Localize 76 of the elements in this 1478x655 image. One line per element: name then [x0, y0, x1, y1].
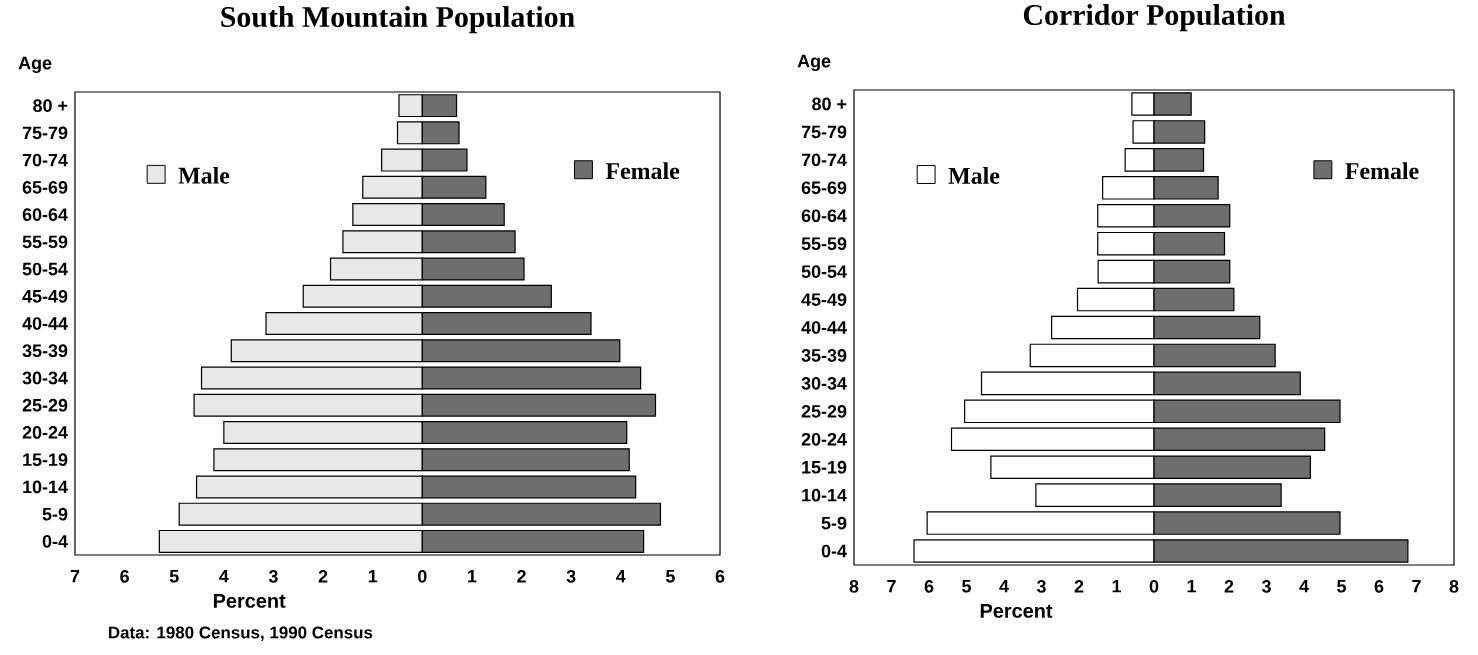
x-tick-label: 4	[616, 570, 626, 583]
y-tick-label: 80 +	[33, 99, 68, 112]
x-tick-label: 8	[849, 580, 859, 593]
x-tick-label: 2	[1074, 580, 1084, 593]
legend-label: Male	[178, 166, 230, 184]
y-tick-label: 50-54	[22, 262, 68, 276]
x-tick-label: 5	[962, 580, 971, 593]
y-tick-label: 70-74	[22, 153, 68, 167]
x-tick-label: 3	[1036, 580, 1046, 593]
text: Data: 1980 Census, 1990 Census	[108, 626, 373, 641]
y-tick-label: 65-69	[801, 181, 847, 195]
y-tick-label: 5-9	[42, 507, 68, 521]
x-tick-label: 3	[1261, 580, 1271, 593]
y-tick-label: 0-4	[42, 535, 68, 548]
y-tick-label: 25-29	[801, 404, 847, 418]
x-tick-label: 0	[418, 570, 427, 583]
y-tick-label: 75-79	[801, 125, 847, 139]
y-axis-title: Age	[797, 54, 831, 72]
legend-label: Female	[1345, 162, 1419, 180]
x-tick-label: 6	[120, 570, 129, 583]
y-tick-label: 20-24	[22, 426, 68, 439]
y-tick-label: 0-4	[821, 544, 847, 558]
x-tick-label: 2	[517, 570, 526, 583]
y-tick-label: 15-19	[802, 460, 847, 474]
x-tick-label: 7	[887, 580, 896, 593]
x-tick-label: 5	[169, 570, 179, 583]
x-axis-title: Percent	[980, 603, 1053, 618]
x-tick-label: 7	[1412, 580, 1421, 593]
legend-label: Male	[948, 167, 1000, 184]
x-tick-label: 1	[368, 570, 378, 583]
x-tick-label: 4	[999, 580, 1009, 593]
x-tick-label: 6	[1374, 580, 1384, 593]
y-tick-label: 80 +	[812, 97, 847, 111]
y-tick-label: 65-69	[22, 180, 68, 194]
x-tick-label: 6	[715, 570, 725, 583]
x-tick-label: 3	[566, 570, 576, 583]
x-tick-label: 0	[1149, 580, 1159, 593]
legend-label: Female	[605, 162, 680, 180]
y-tick-label: 20-24	[801, 432, 847, 446]
y-tick-label: 10-14	[802, 488, 847, 502]
x-tick-label: 3	[268, 570, 278, 583]
y-tick-label: 30-34	[22, 371, 68, 385]
chart-title: Corridor Population	[1023, 4, 1286, 32]
y-tick-label: 60-64	[801, 209, 847, 223]
y-tick-label: 15-19	[23, 453, 68, 467]
x-tick-label: 6	[924, 580, 934, 593]
y-tick-label: 30-34	[801, 377, 847, 390]
x-tick-label: 1	[1187, 580, 1196, 593]
y-tick-label: 10-14	[23, 480, 68, 494]
y-tick-label: 45-49	[801, 293, 847, 306]
chart-title: South Mountain Population	[221, 6, 575, 34]
x-tick-label: 7	[70, 570, 80, 583]
y-tick-label: 70-74	[801, 153, 847, 167]
y-tick-label: 40-44	[801, 321, 847, 334]
y-tick-label: 35-39	[801, 349, 847, 362]
y-tick-label: 55-59	[801, 237, 847, 251]
y-tick-label: 75-79	[22, 126, 68, 140]
y-tick-label: 5-9	[821, 516, 847, 530]
y-tick-label: 40-44	[22, 317, 68, 330]
y-tick-label: 35-39	[22, 344, 68, 358]
y-axis-title: Age	[18, 56, 52, 74]
x-tick-label: 4	[1299, 580, 1309, 593]
x-tick-label: 8	[1449, 580, 1459, 593]
y-tick-label: 55-59	[22, 235, 68, 249]
y-tick-label: 60-64	[22, 208, 68, 221]
x-tick-label: 1	[468, 570, 477, 583]
x-tick-label: 5	[1337, 580, 1346, 593]
y-tick-label: 45-49	[22, 289, 68, 303]
y-tick-label: 50-54	[801, 265, 847, 278]
x-tick-label: 1	[1112, 580, 1121, 593]
x-tick-label: 5	[665, 570, 675, 583]
x-axis-title: Percent	[213, 593, 286, 608]
x-tick-label: 2	[1224, 580, 1234, 593]
y-tick-label: 25-29	[22, 398, 68, 412]
x-tick-label: 2	[318, 570, 328, 583]
x-tick-label: 4	[219, 570, 229, 583]
